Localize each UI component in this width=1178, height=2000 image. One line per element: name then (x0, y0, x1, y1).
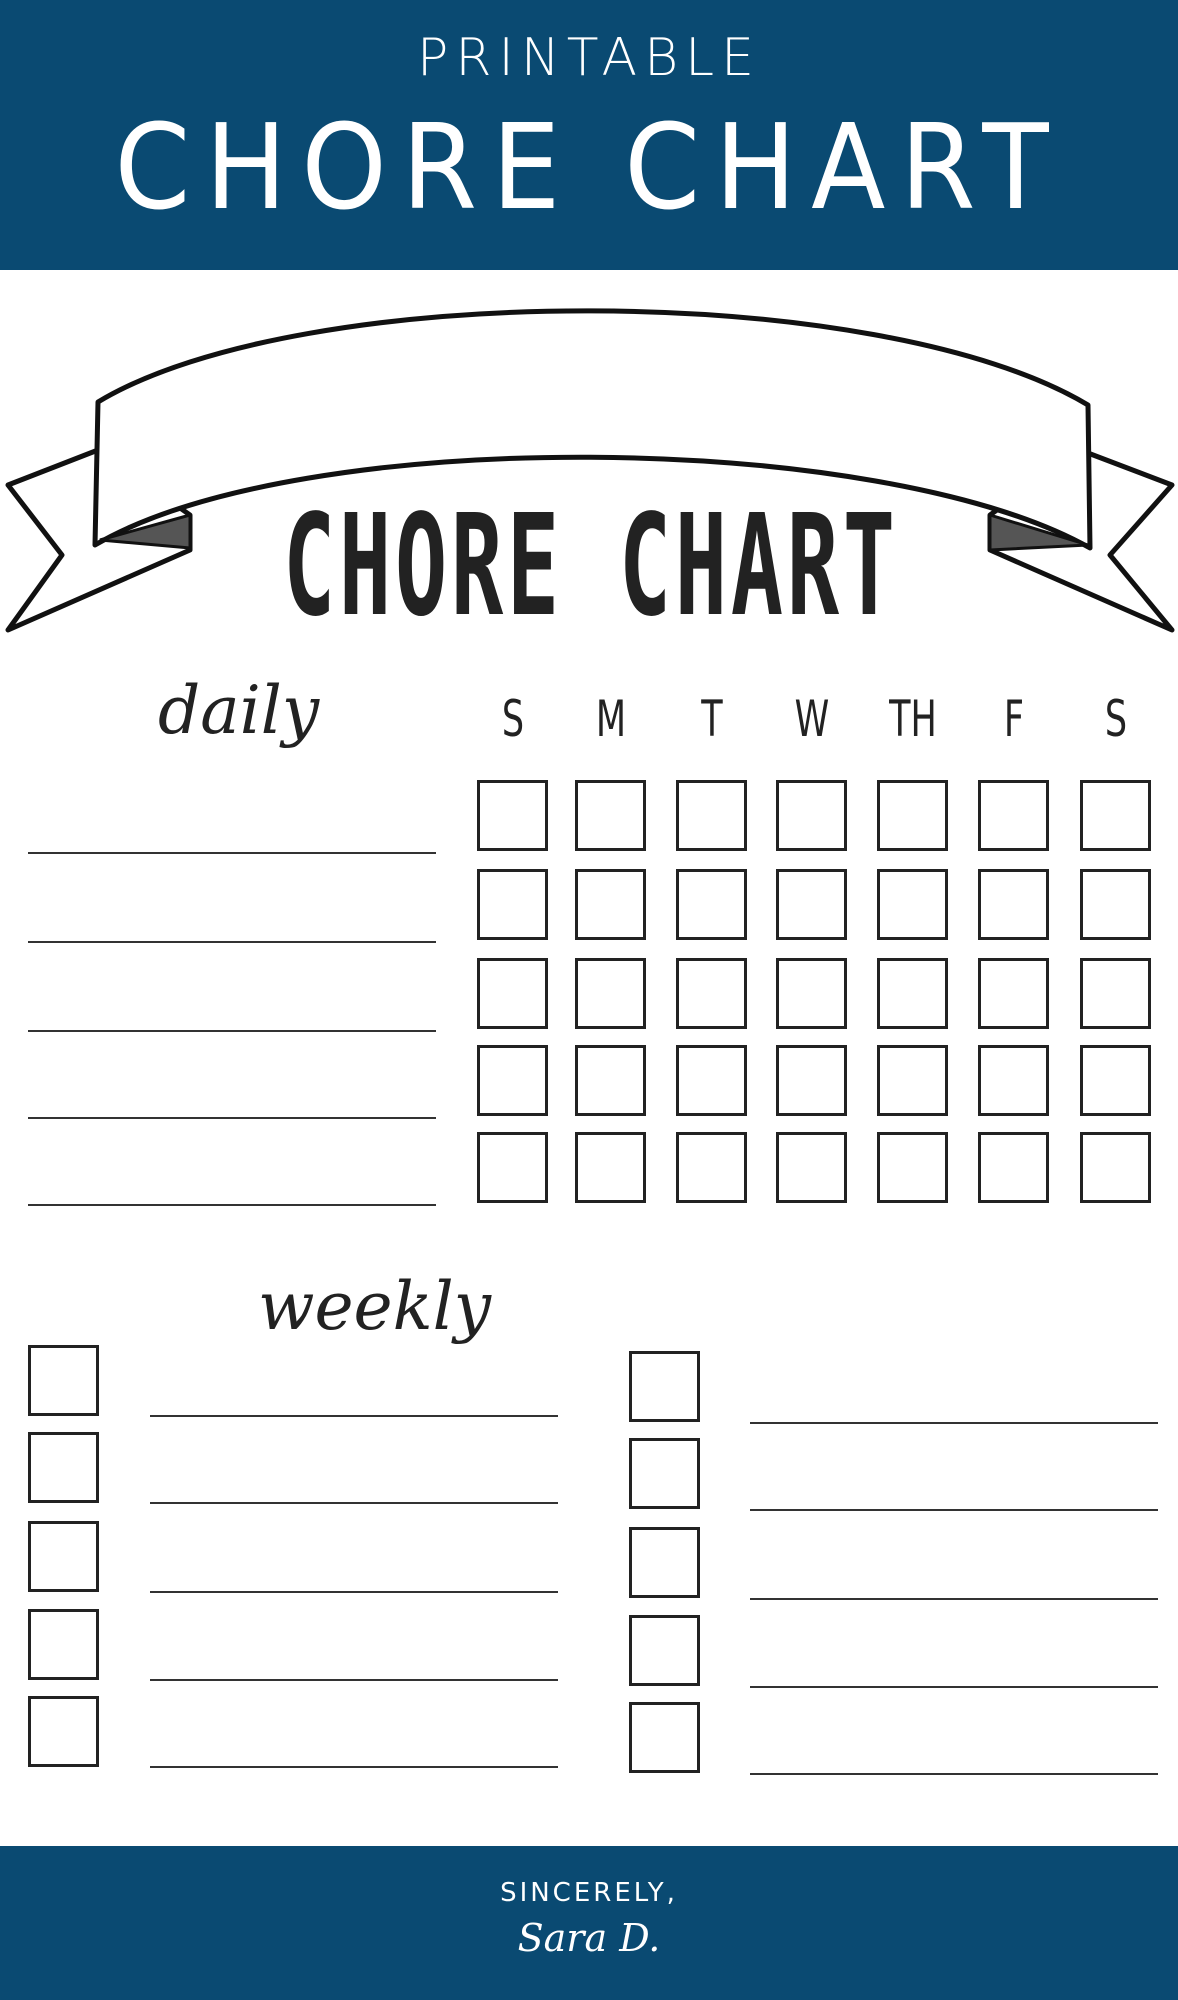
daily-checkbox[interactable] (776, 1132, 847, 1203)
daily-checkbox[interactable] (676, 958, 747, 1029)
weekly-checkbox[interactable] (28, 1696, 99, 1767)
daily-checkbox[interactable] (676, 780, 747, 851)
day-header: TH (889, 690, 937, 748)
footer-banner: SINCERELY, Sara D. (0, 1846, 1178, 2000)
weekly-checkbox[interactable] (629, 1527, 700, 1598)
weekly-checkbox[interactable] (28, 1521, 99, 1592)
daily-checkbox[interactable] (575, 780, 646, 851)
daily-checkbox[interactable] (477, 1045, 548, 1116)
daily-chore-line[interactable] (28, 1117, 436, 1119)
weekly-checkbox[interactable] (629, 1702, 700, 1773)
daily-checkbox[interactable] (877, 780, 948, 851)
daily-chore-line[interactable] (28, 1030, 436, 1032)
weekly-checkbox[interactable] (629, 1351, 700, 1422)
weekly-checkbox[interactable] (28, 1345, 99, 1416)
day-header: M (595, 690, 627, 748)
daily-checkbox[interactable] (877, 1045, 948, 1116)
daily-checkbox[interactable] (978, 1132, 1049, 1203)
daily-label: daily (158, 672, 320, 749)
footer-signature: Sara D. (517, 1916, 661, 1960)
daily-checkbox[interactable] (477, 869, 548, 940)
weekly-chore-line[interactable] (750, 1509, 1158, 1511)
weekly-chore-line[interactable] (750, 1422, 1158, 1424)
daily-checkbox[interactable] (676, 1045, 747, 1116)
chart-title: CHORE CHART (283, 485, 899, 648)
daily-chore-line[interactable] (28, 941, 436, 943)
daily-chore-line[interactable] (28, 852, 436, 854)
day-header: T (701, 690, 723, 748)
daily-checkbox[interactable] (676, 869, 747, 940)
daily-checkbox[interactable] (978, 958, 1049, 1029)
footer-sincerely: SINCERELY, (500, 1878, 678, 1908)
day-header: F (1003, 690, 1025, 748)
daily-checkbox[interactable] (877, 958, 948, 1029)
daily-checkbox[interactable] (1080, 958, 1151, 1029)
ribbon-banner-icon (5, 308, 1175, 633)
daily-checkbox[interactable] (575, 1132, 646, 1203)
daily-checkbox[interactable] (776, 1045, 847, 1116)
daily-checkbox[interactable] (676, 1132, 747, 1203)
header-subtitle: PRINTABLE (417, 28, 761, 88)
daily-checkbox[interactable] (776, 780, 847, 851)
daily-checkbox[interactable] (776, 958, 847, 1029)
weekly-checkbox[interactable] (28, 1432, 99, 1503)
daily-checkbox[interactable] (978, 1045, 1049, 1116)
daily-checkbox[interactable] (1080, 1045, 1151, 1116)
day-header: S (501, 690, 525, 748)
daily-checkbox[interactable] (575, 958, 646, 1029)
daily-checkbox[interactable] (477, 780, 548, 851)
weekly-checkbox[interactable] (28, 1609, 99, 1680)
header-banner: PRINTABLE CHORE CHART (0, 0, 1178, 270)
weekly-chore-line[interactable] (150, 1502, 558, 1504)
day-header: W (794, 690, 830, 748)
weekly-chore-line[interactable] (150, 1591, 558, 1593)
daily-checkbox[interactable] (877, 869, 948, 940)
daily-checkbox[interactable] (1080, 780, 1151, 851)
daily-checkbox[interactable] (477, 958, 548, 1029)
daily-checkbox[interactable] (1080, 869, 1151, 940)
weekly-label: weekly (258, 1268, 491, 1345)
weekly-checkbox[interactable] (629, 1615, 700, 1686)
daily-checkbox[interactable] (978, 869, 1049, 940)
daily-checkbox[interactable] (877, 1132, 948, 1203)
daily-checkbox[interactable] (575, 1045, 646, 1116)
weekly-chore-line[interactable] (750, 1686, 1158, 1688)
weekly-chore-line[interactable] (750, 1773, 1158, 1775)
daily-checkbox[interactable] (477, 1132, 548, 1203)
weekly-chore-line[interactable] (750, 1598, 1158, 1600)
daily-checkbox[interactable] (776, 869, 847, 940)
weekly-checkbox[interactable] (629, 1438, 700, 1509)
daily-chore-line[interactable] (28, 1204, 436, 1206)
weekly-chore-line[interactable] (150, 1679, 558, 1681)
day-header: S (1104, 690, 1128, 748)
daily-checkbox[interactable] (575, 869, 646, 940)
header-title: CHORE CHART (114, 98, 1064, 236)
daily-checkbox[interactable] (978, 780, 1049, 851)
weekly-chore-line[interactable] (150, 1415, 558, 1417)
weekly-chore-line[interactable] (150, 1766, 558, 1768)
daily-checkbox[interactable] (1080, 1132, 1151, 1203)
